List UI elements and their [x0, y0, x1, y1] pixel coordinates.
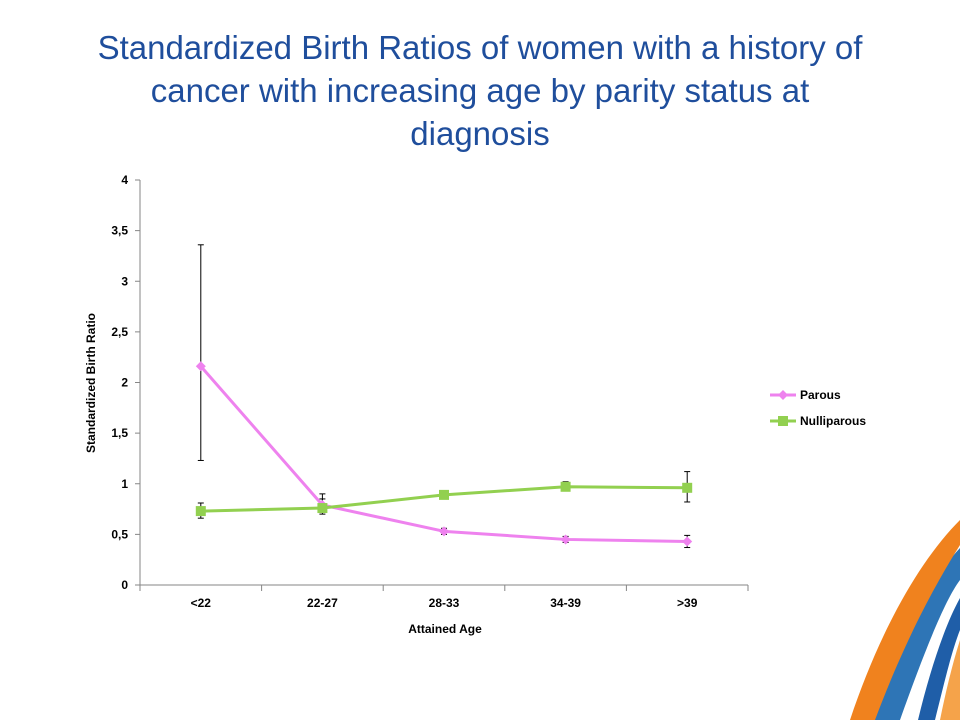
y-tick-label: 0,5 [111, 527, 128, 541]
slide-title: Standardized Birth Ratios of women with … [97, 29, 863, 152]
data-point-nulliparous [195, 506, 206, 517]
legend-marker [778, 416, 788, 426]
legend: Parous Nulliparous [770, 388, 866, 428]
data-point-parous [195, 361, 206, 372]
data-point-nulliparous [439, 489, 449, 500]
y-tick-label: 1,5 [111, 426, 128, 440]
x-tick-label: 34-39 [550, 596, 581, 610]
y-axis-label: Standardized Birth Ratio [84, 313, 98, 453]
data-point-parous [439, 526, 449, 537]
x-tick-label: 28-33 [429, 596, 460, 610]
x-tick-label: >39 [677, 596, 698, 610]
y-tick-label: 3,5 [111, 224, 128, 238]
legend-label: Parous [800, 388, 841, 402]
y-tick-label: 4 [121, 173, 128, 187]
data-point-nulliparous [682, 482, 693, 493]
x-axis-label: Attained Age [408, 622, 482, 636]
x-tick-label: 22-27 [307, 596, 338, 610]
y-tick-label: 2 [121, 376, 128, 390]
data-point-nulliparous [560, 481, 571, 492]
chart-axes: 0 0,5 1 1,5 2 2,5 3 3,5 4 <22 22-27 28-33 34-39 >39 [111, 173, 749, 610]
data-point-nulliparous [317, 503, 328, 514]
y-tick-label: 1 [121, 477, 128, 491]
legend-label: Nulliparous [800, 414, 866, 428]
data-point-parous [682, 536, 693, 547]
y-tick-label: 3 [121, 274, 128, 288]
series-markers [195, 361, 693, 547]
x-tick-label: <22 [191, 596, 212, 610]
y-tick-label: 2,5 [111, 325, 128, 339]
legend-marker [778, 390, 788, 400]
data-point-parous [560, 534, 571, 545]
y-tick-label: 0 [121, 578, 128, 592]
